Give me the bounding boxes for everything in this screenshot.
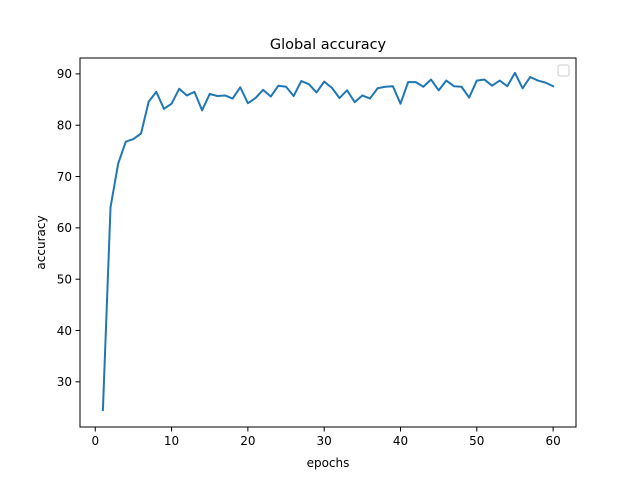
data-point	[346, 89, 348, 92]
data-point	[544, 81, 547, 84]
data-point	[247, 102, 249, 104]
data-point	[453, 85, 455, 88]
data-point	[323, 80, 325, 83]
data-point	[498, 79, 501, 82]
data-point	[353, 101, 356, 103]
data-point	[102, 409, 104, 411]
axes	[79, 57, 577, 428]
data-layer	[101, 71, 555, 412]
data-point	[338, 97, 341, 99]
x-axis-ticks: 0 10 20 30 40 50 60	[91, 427, 561, 448]
plot-frame	[79, 57, 577, 428]
data-point	[460, 85, 463, 88]
y-tick-label: 50	[57, 272, 72, 286]
legend-box	[557, 64, 570, 77]
data-point	[514, 72, 516, 74]
data-point	[437, 89, 440, 92]
data-point	[163, 108, 165, 110]
data-point	[399, 102, 402, 105]
data-point	[506, 85, 509, 88]
data-point	[369, 97, 371, 100]
data-point	[384, 85, 387, 88]
data-point	[445, 79, 448, 82]
data-point	[231, 97, 234, 100]
data-point	[140, 132, 142, 135]
x-tick-label: 0	[91, 434, 99, 448]
x-axis-label: epochs	[307, 456, 350, 470]
data-point	[178, 87, 180, 90]
data-point	[277, 84, 280, 87]
y-tick-label: 80	[57, 119, 72, 133]
data-point	[186, 94, 188, 97]
data-point	[422, 85, 425, 88]
y-tick-label: 40	[57, 324, 72, 338]
data-point	[292, 95, 295, 97]
x-tick-label: 10	[164, 434, 179, 448]
x-tick-label: 50	[469, 434, 484, 448]
data-point	[376, 87, 379, 90]
data-point	[468, 96, 470, 99]
data-point	[201, 109, 203, 112]
data-point	[224, 94, 226, 97]
data-point	[117, 162, 119, 165]
legend	[557, 64, 570, 77]
y-axis-label: accuracy	[34, 215, 48, 269]
data-point	[521, 87, 524, 90]
data-point	[170, 102, 173, 105]
data-point	[254, 97, 257, 99]
data-point	[109, 206, 112, 209]
data-point	[537, 79, 539, 82]
data-point	[552, 85, 554, 88]
plot-area	[80, 58, 576, 427]
data-point	[315, 91, 318, 94]
chart-title: Global accuracy	[270, 37, 387, 53]
data-point	[491, 84, 493, 87]
y-tick-label: 60	[57, 221, 72, 235]
data-point	[124, 140, 127, 143]
data-point	[483, 78, 486, 81]
x-tick-label: 60	[545, 434, 560, 448]
x-tick-label: 20	[240, 434, 255, 448]
data-point	[392, 85, 394, 88]
x-tick-label: 40	[393, 434, 408, 448]
data-point	[331, 86, 333, 89]
data-point	[155, 91, 158, 93]
y-tick-label: 30	[57, 375, 72, 389]
y-tick-label: 70	[57, 170, 72, 184]
data-point	[269, 95, 272, 98]
data-point	[132, 138, 135, 140]
data-point	[147, 100, 150, 103]
y-axis-ticks: 30 40 50 60 70 80 90	[57, 67, 80, 389]
data-point	[414, 81, 417, 83]
data-point	[430, 78, 432, 81]
data-point	[529, 76, 532, 78]
x-tick-label: 30	[317, 434, 332, 448]
series-line-1	[101, 71, 555, 412]
data-point	[476, 79, 478, 82]
y-tick-label: 90	[57, 67, 72, 81]
data-point	[308, 83, 310, 85]
data-point	[361, 94, 364, 97]
data-point	[285, 85, 287, 88]
data-point	[193, 91, 196, 93]
data-point	[216, 95, 219, 97]
data-point	[407, 81, 409, 83]
data-point	[300, 80, 303, 82]
data-point	[208, 93, 211, 95]
data-point	[262, 89, 264, 91]
data-point	[239, 86, 242, 89]
